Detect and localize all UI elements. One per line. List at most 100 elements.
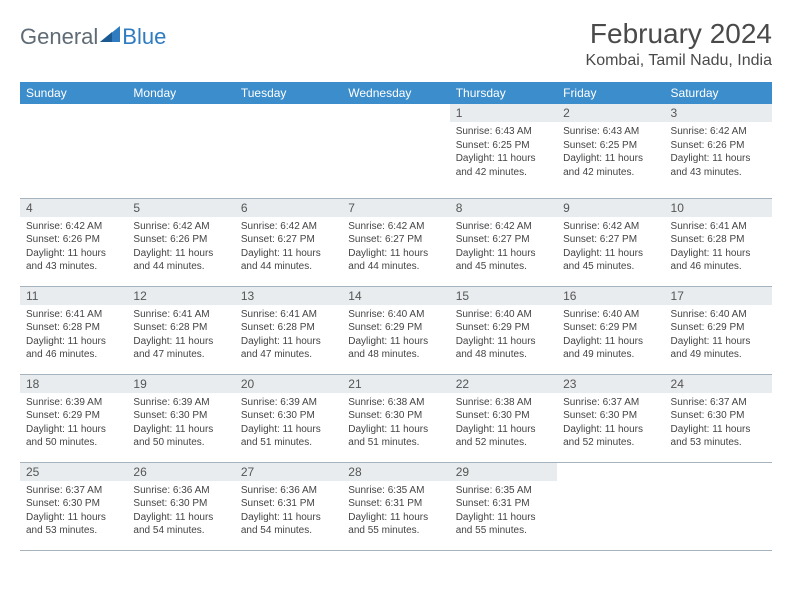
day-details: Sunrise: 6:41 AMSunset: 6:28 PMDaylight:… (235, 305, 342, 366)
calendar-cell: 12Sunrise: 6:41 AMSunset: 6:28 PMDayligh… (127, 286, 234, 374)
daylight-line: Daylight: 11 hours and 52 minutes. (563, 423, 658, 450)
day-details: Sunrise: 6:41 AMSunset: 6:28 PMDaylight:… (127, 305, 234, 366)
calendar-cell (665, 462, 772, 550)
day-number: 29 (450, 463, 557, 481)
daylight-line: Daylight: 11 hours and 49 minutes. (671, 335, 766, 362)
day-number: 2 (557, 104, 664, 122)
sunrise-line: Sunrise: 6:38 AM (456, 396, 551, 410)
calendar-cell (235, 104, 342, 198)
day-details: Sunrise: 6:43 AMSunset: 6:25 PMDaylight:… (557, 122, 664, 183)
calendar-week-row: 18Sunrise: 6:39 AMSunset: 6:29 PMDayligh… (20, 374, 772, 462)
calendar-cell: 20Sunrise: 6:39 AMSunset: 6:30 PMDayligh… (235, 374, 342, 462)
day-number: 9 (557, 199, 664, 217)
day-details: Sunrise: 6:38 AMSunset: 6:30 PMDaylight:… (450, 393, 557, 454)
day-details: Sunrise: 6:35 AMSunset: 6:31 PMDaylight:… (342, 481, 449, 542)
sunset-line: Sunset: 6:30 PM (133, 409, 228, 423)
calendar-cell: 5Sunrise: 6:42 AMSunset: 6:26 PMDaylight… (127, 198, 234, 286)
sunrise-line: Sunrise: 6:43 AM (456, 125, 551, 139)
sunset-line: Sunset: 6:30 PM (241, 409, 336, 423)
sunset-line: Sunset: 6:29 PM (348, 321, 443, 335)
day-number: 5 (127, 199, 234, 217)
day-details: Sunrise: 6:37 AMSunset: 6:30 PMDaylight:… (665, 393, 772, 454)
daylight-line: Daylight: 11 hours and 42 minutes. (563, 152, 658, 179)
calendar-cell: 25Sunrise: 6:37 AMSunset: 6:30 PMDayligh… (20, 462, 127, 550)
sunset-line: Sunset: 6:26 PM (26, 233, 121, 247)
sunrise-line: Sunrise: 6:42 AM (671, 125, 766, 139)
calendar-cell: 27Sunrise: 6:36 AMSunset: 6:31 PMDayligh… (235, 462, 342, 550)
day-number-empty (342, 104, 449, 122)
logo-text-2: Blue (122, 24, 166, 50)
calendar-cell: 10Sunrise: 6:41 AMSunset: 6:28 PMDayligh… (665, 198, 772, 286)
day-number: 1 (450, 104, 557, 122)
day-number: 12 (127, 287, 234, 305)
day-details: Sunrise: 6:42 AMSunset: 6:26 PMDaylight:… (20, 217, 127, 278)
sunrise-line: Sunrise: 6:41 AM (26, 308, 121, 322)
day-details: Sunrise: 6:40 AMSunset: 6:29 PMDaylight:… (342, 305, 449, 366)
calendar-cell: 19Sunrise: 6:39 AMSunset: 6:30 PMDayligh… (127, 374, 234, 462)
calendar-cell (20, 104, 127, 198)
sunset-line: Sunset: 6:30 PM (671, 409, 766, 423)
day-details: Sunrise: 6:41 AMSunset: 6:28 PMDaylight:… (665, 217, 772, 278)
sunrise-line: Sunrise: 6:41 AM (671, 220, 766, 234)
day-number: 19 (127, 375, 234, 393)
sunrise-line: Sunrise: 6:39 AM (241, 396, 336, 410)
daylight-line: Daylight: 11 hours and 43 minutes. (26, 247, 121, 274)
sunrise-line: Sunrise: 6:37 AM (563, 396, 658, 410)
sunset-line: Sunset: 6:31 PM (241, 497, 336, 511)
calendar-cell: 15Sunrise: 6:40 AMSunset: 6:29 PMDayligh… (450, 286, 557, 374)
logo: General Blue (20, 18, 166, 50)
sunset-line: Sunset: 6:28 PM (671, 233, 766, 247)
sunset-line: Sunset: 6:30 PM (133, 497, 228, 511)
day-number: 25 (20, 463, 127, 481)
sunset-line: Sunset: 6:31 PM (348, 497, 443, 511)
logo-text-1: General (20, 24, 98, 50)
day-number: 13 (235, 287, 342, 305)
weekday-header: Saturday (665, 82, 772, 104)
day-number: 14 (342, 287, 449, 305)
title-block: February 2024 Kombai, Tamil Nadu, India (586, 18, 772, 70)
weekday-header: Sunday (20, 82, 127, 104)
calendar-cell: 18Sunrise: 6:39 AMSunset: 6:29 PMDayligh… (20, 374, 127, 462)
day-number: 22 (450, 375, 557, 393)
sunset-line: Sunset: 6:31 PM (456, 497, 551, 511)
location: Kombai, Tamil Nadu, India (586, 52, 772, 70)
calendar-cell: 21Sunrise: 6:38 AMSunset: 6:30 PMDayligh… (342, 374, 449, 462)
daylight-line: Daylight: 11 hours and 54 minutes. (133, 511, 228, 538)
calendar-cell: 29Sunrise: 6:35 AMSunset: 6:31 PMDayligh… (450, 462, 557, 550)
daylight-line: Daylight: 11 hours and 43 minutes. (671, 152, 766, 179)
day-number: 8 (450, 199, 557, 217)
daylight-line: Daylight: 11 hours and 54 minutes. (241, 511, 336, 538)
calendar-cell: 3 Sunrise: 6:42 AMSunset: 6:26 PMDaylight… (665, 104, 772, 198)
day-number: 23 (557, 375, 664, 393)
calendar-cell: 2Sunrise: 6:43 AMSunset: 6:25 PMDaylight… (557, 104, 664, 198)
calendar-table: Sunday Monday Tuesday Wednesday Thursday… (20, 82, 772, 551)
sunrise-line: Sunrise: 6:35 AM (348, 484, 443, 498)
weekday-header: Friday (557, 82, 664, 104)
day-number: 3 (665, 104, 772, 122)
day-number: 21 (342, 375, 449, 393)
calendar-cell: 6Sunrise: 6:42 AMSunset: 6:27 PMDaylight… (235, 198, 342, 286)
day-number: 28 (342, 463, 449, 481)
daylight-line: Daylight: 11 hours and 48 minutes. (456, 335, 551, 362)
sunrise-line: Sunrise: 6:36 AM (241, 484, 336, 498)
sunrise-line: Sunrise: 6:40 AM (348, 308, 443, 322)
calendar-cell: 7Sunrise: 6:42 AMSunset: 6:27 PMDaylight… (342, 198, 449, 286)
sunrise-line: Sunrise: 6:40 AM (456, 308, 551, 322)
sunset-line: Sunset: 6:29 PM (563, 321, 658, 335)
calendar-cell: 17Sunrise: 6:40 AMSunset: 6:29 PMDayligh… (665, 286, 772, 374)
sunset-line: Sunset: 6:26 PM (671, 139, 766, 153)
day-number-empty (235, 104, 342, 122)
calendar-body: 1Sunrise: 6:43 AMSunset: 6:25 PMDaylight… (20, 104, 772, 550)
sunrise-line: Sunrise: 6:39 AM (26, 396, 121, 410)
weekday-header: Thursday (450, 82, 557, 104)
daylight-line: Daylight: 11 hours and 45 minutes. (563, 247, 658, 274)
daylight-line: Daylight: 11 hours and 44 minutes. (133, 247, 228, 274)
calendar-cell: 13Sunrise: 6:41 AMSunset: 6:28 PMDayligh… (235, 286, 342, 374)
day-number: 6 (235, 199, 342, 217)
day-details: Sunrise: 6:39 AMSunset: 6:30 PMDaylight:… (127, 393, 234, 454)
calendar-cell: 28Sunrise: 6:35 AMSunset: 6:31 PMDayligh… (342, 462, 449, 550)
sunrise-line: Sunrise: 6:42 AM (26, 220, 121, 234)
sunrise-line: Sunrise: 6:36 AM (133, 484, 228, 498)
day-number: 20 (235, 375, 342, 393)
sunrise-line: Sunrise: 6:38 AM (348, 396, 443, 410)
